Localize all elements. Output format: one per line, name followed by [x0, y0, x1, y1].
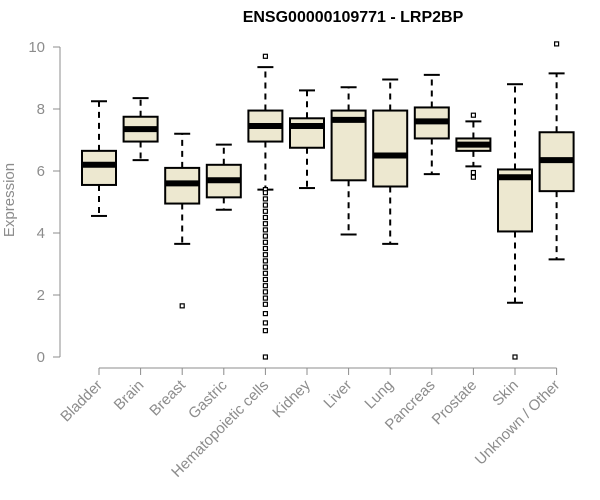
outlier-point	[262, 354, 268, 360]
outlier-point	[262, 233, 268, 239]
outlier-point	[262, 202, 268, 208]
box-iqr	[372, 109, 409, 188]
outlier-point	[553, 41, 560, 47]
outlier-point	[179, 303, 185, 309]
x-tick-label: Bladder	[57, 377, 106, 426]
x-tick-label: Prostate	[429, 377, 481, 429]
box-bladder	[81, 100, 117, 217]
outlier-point	[262, 227, 268, 233]
outlier-point	[262, 245, 268, 252]
y-axis-label: Expression	[1, 163, 18, 237]
outlier-point	[262, 258, 268, 264]
outlier-point	[262, 190, 268, 196]
box-iqr	[289, 117, 325, 149]
chart-title: ENSG00000109771 - LRP2BP	[243, 9, 464, 26]
box-lung	[372, 78, 409, 245]
box-unknown-other	[538, 41, 575, 261]
outlier-point	[262, 264, 268, 270]
outlier-point	[262, 320, 268, 326]
outlier-point	[262, 311, 268, 317]
outlier-point	[262, 276, 268, 283]
outlier-point	[512, 354, 518, 360]
outlier-point	[262, 53, 268, 59]
box-brain	[122, 97, 159, 162]
outlier-point	[262, 295, 268, 301]
y-tick-label: 10	[28, 39, 45, 56]
outlier-point	[262, 252, 268, 258]
outlier-point	[262, 221, 268, 227]
y-tick-label: 2	[37, 287, 45, 304]
box-liver	[330, 86, 367, 236]
box-pancreas	[413, 73, 450, 176]
outlier-point	[262, 270, 268, 276]
plot-area	[81, 41, 575, 360]
outlier-point	[262, 239, 268, 245]
x-tick-label: Kidney	[269, 376, 314, 421]
outlier-point	[262, 289, 268, 295]
y-tick-label: 8	[37, 101, 45, 118]
y-axis: 0 2 4 6 8 10	[28, 39, 61, 366]
box-gastric	[205, 143, 242, 211]
outlier-point	[262, 208, 268, 214]
outlier-point	[262, 283, 268, 289]
box-hematopoietic-cells	[247, 53, 284, 360]
box-breast	[164, 132, 201, 309]
box-prostate	[455, 112, 492, 180]
outlier-point	[470, 169, 476, 176]
outlier-point	[262, 214, 268, 221]
y-tick-label: 4	[37, 225, 45, 242]
outlier-point	[470, 174, 476, 180]
box-kidney	[289, 89, 325, 190]
x-tick-label: Lung	[361, 377, 397, 413]
outlier-point	[262, 196, 268, 202]
outlier-point	[262, 328, 268, 334]
box-skin	[497, 83, 533, 360]
y-tick-label: 6	[37, 163, 45, 180]
x-tick-label: Skin	[489, 377, 522, 410]
x-tick-label: Breast	[146, 376, 189, 419]
x-tick-label: Brain	[111, 377, 148, 414]
x-tick-label: Liver	[320, 377, 355, 412]
box-iqr	[81, 149, 117, 186]
outlier-point	[262, 301, 268, 307]
y-tick-label: 0	[37, 349, 45, 366]
outlier-point	[470, 112, 476, 118]
